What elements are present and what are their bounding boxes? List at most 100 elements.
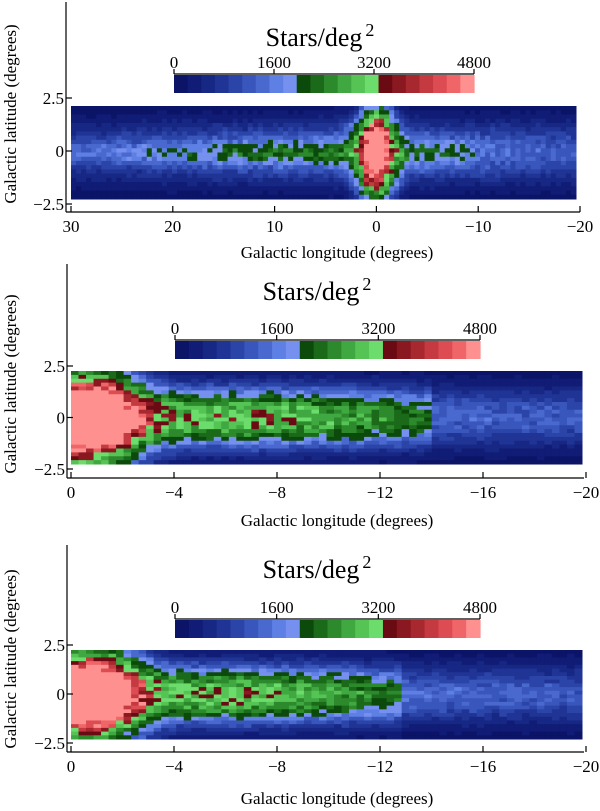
heatmap-cell: [303, 131, 309, 137]
heatmap-cell: [356, 371, 365, 376]
heatmap-cell: [78, 672, 87, 677]
colorbar-swatch: [216, 341, 232, 359]
heatmap-cell: [424, 160, 431, 166]
heatmap-cell: [311, 456, 320, 461]
heatmap-cell: [449, 135, 456, 141]
heatmap-cell: [273, 156, 279, 162]
heatmap-cell: [341, 460, 350, 465]
heatmap-cell: [242, 190, 249, 196]
heatmap-cell: [146, 683, 155, 688]
heatmap-cell: [476, 374, 485, 380]
heatmap-cell: [416, 452, 425, 457]
heatmap-cell: [252, 139, 259, 145]
heatmap-cell: [348, 144, 355, 149]
heatmap-cell: [197, 169, 203, 175]
heatmap-cell: [81, 182, 87, 187]
heatmap-cell: [153, 653, 162, 658]
heatmap-cell: [298, 122, 304, 128]
heatmap-cell: [514, 429, 523, 434]
heatmap-cell: [454, 169, 461, 175]
heatmap-cell: [202, 127, 208, 132]
heatmap-cell: [126, 177, 133, 183]
heatmap-cell: [198, 398, 207, 403]
heatmap-cell: [247, 144, 254, 149]
heatmap-cell: [106, 127, 112, 132]
heatmap-cell: [379, 374, 388, 380]
heatmap-cell: [560, 122, 567, 128]
heatmap-cell: [459, 122, 466, 128]
heatmap-cell: [374, 135, 380, 141]
colorbar-swatch: [258, 341, 273, 359]
heatmap-cell: [566, 433, 575, 438]
heatmap-cell: [379, 679, 388, 684]
heatmap-cell: [338, 165, 345, 170]
heatmap-cell: [544, 436, 553, 442]
heatmap-cell: [431, 436, 440, 442]
heatmap-cell: [404, 190, 410, 196]
heatmap-cell: [71, 690, 80, 695]
heatmap-cell: [168, 672, 177, 677]
heatmap-cell: [243, 735, 252, 740]
heatmap-cell: [424, 148, 431, 153]
heatmap-cell: [228, 731, 237, 736]
heatmap-cell: [485, 156, 491, 162]
heatmap-cell: [444, 165, 451, 170]
heatmap-cell: [266, 661, 275, 666]
heatmap-cell: [414, 106, 420, 111]
heatmap-cell: [550, 165, 557, 170]
heatmap-cell: [429, 135, 436, 141]
heatmap-cell: [206, 701, 215, 707]
heatmap-cell: [349, 371, 358, 376]
heatmap-cell: [202, 194, 208, 200]
colorbar-swatch: [272, 341, 287, 359]
heatmap-cell: [251, 390, 260, 395]
heatmap-cell: [514, 413, 523, 419]
heatmap-cell: [409, 371, 418, 376]
heatmap-cell: [416, 386, 425, 391]
heatmap-cell: [514, 460, 523, 465]
heatmap-cell: [258, 672, 267, 677]
heatmap-cell: [252, 194, 259, 200]
heatmap-cell: [371, 675, 380, 681]
heatmap-cell: [469, 139, 476, 145]
heatmap-cell: [399, 186, 405, 192]
heatmap-cell: [318, 127, 324, 132]
heatmap-cell: [81, 135, 87, 141]
heatmap-cell: [237, 106, 244, 111]
heatmap-cell: [86, 460, 95, 465]
heatmap-cell: [86, 409, 95, 415]
heatmap-cell: [529, 452, 538, 457]
heatmap-cell: [490, 110, 496, 115]
heatmap-cell: [166, 135, 173, 141]
heatmap-cell: [545, 135, 552, 141]
heatmap-cell: [266, 731, 275, 736]
heatmap-cell: [349, 661, 358, 666]
heatmap-cell: [424, 190, 431, 196]
heatmap-cell: [311, 440, 320, 446]
heatmap-cell: [183, 724, 192, 729]
heatmap-cell: [454, 177, 461, 183]
heatmap-cell: [341, 731, 350, 736]
heatmap-cell: [459, 106, 466, 111]
heatmap-cell: [536, 425, 545, 430]
heatmap-cell: [500, 144, 506, 149]
heatmap-cell: [236, 398, 245, 403]
heatmap-cell: [191, 713, 200, 718]
heatmap-cell: [401, 386, 410, 391]
heatmap-cell: [191, 394, 200, 399]
heatmap-cell: [551, 444, 560, 450]
heatmap-cell: [386, 394, 395, 399]
heatmap-cell: [198, 413, 207, 419]
heatmap-cell: [371, 444, 380, 450]
heatmap-cell: [176, 679, 185, 684]
heatmap-cell: [303, 675, 312, 681]
heatmap-cell: [343, 114, 350, 120]
heatmap-cell: [221, 675, 230, 681]
heatmap-cell: [485, 152, 491, 158]
heatmap-cell: [476, 421, 485, 426]
heatmap-cell: [326, 668, 335, 673]
heatmap-cell: [93, 727, 102, 733]
heatmap-cell: [251, 386, 260, 391]
heatmap-cell: [409, 444, 418, 450]
heatmap-cell: [101, 694, 110, 699]
